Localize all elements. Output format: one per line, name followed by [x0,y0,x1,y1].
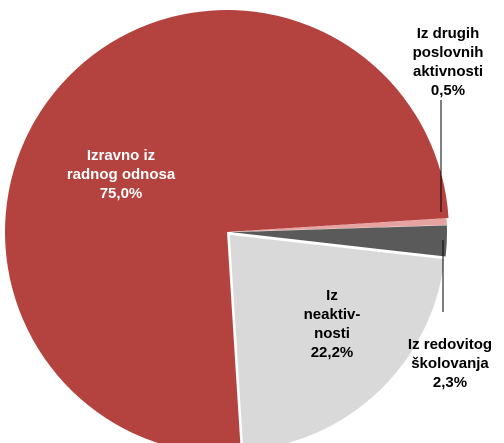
value-label: 22,2% [310,344,354,361]
category-label: Iz neaktiv-nosti [303,287,361,342]
slice-label: Iz drugih poslovnih aktivnosti 0,5% [393,24,503,100]
pie-slice [230,218,447,232]
slice-label: Iz neaktiv-nosti 22,2% [282,286,382,362]
value-label: 2,3% [432,374,468,391]
category-label: Iz drugih poslovnih aktivnosti [412,25,484,80]
slice-label: Izravno iz radnog odnosa 75,0% [62,146,180,203]
slice-label: Iz redovitog školovanja 2,3% [398,335,502,392]
value-label: 75,0% [99,185,143,202]
category-label: Iz redovitog školovanja [407,336,493,372]
pie-slice [230,225,447,257]
category-label: Izravno iz radnog odnosa [66,147,176,183]
pie-slice [5,10,449,443]
pie-slice [229,234,445,443]
value-label: 0,5% [430,82,466,99]
